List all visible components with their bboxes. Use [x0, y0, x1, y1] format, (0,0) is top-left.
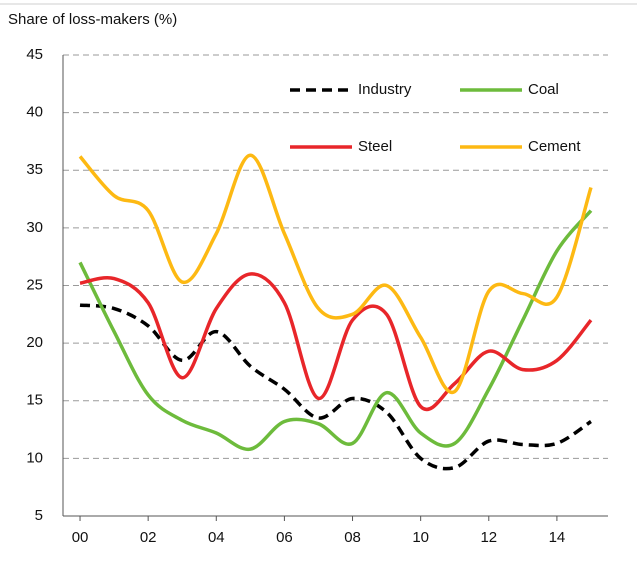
y-tick-label: 45: [26, 46, 43, 63]
x-tick-label: 12: [480, 529, 497, 546]
x-tick-label: 06: [276, 529, 293, 546]
y-tick-label: 35: [26, 161, 43, 178]
y-axis-label: Share of loss-makers (%): [8, 11, 177, 28]
y-tick-label: 30: [26, 219, 43, 236]
x-tick-label: 08: [344, 529, 361, 546]
x-tick-label: 04: [208, 529, 225, 546]
x-tick-label: 00: [72, 529, 89, 546]
y-tick-label: 20: [26, 334, 43, 351]
series-line: [79, 272, 593, 411]
legend-label: Coal: [528, 81, 559, 98]
series-line: [79, 303, 592, 471]
legend-label: Cement: [528, 138, 581, 155]
legend-label: Steel: [358, 138, 392, 155]
series-line: [78, 153, 593, 395]
y-tick-label: 15: [26, 392, 43, 409]
x-tick-label: 10: [412, 529, 429, 546]
y-tick-label: 40: [26, 104, 43, 121]
x-tick-label: 14: [549, 529, 566, 546]
x-tick-label: 02: [140, 529, 157, 546]
series-line: [78, 209, 593, 451]
legend-label: Industry: [358, 81, 412, 98]
y-tick-label: 5: [35, 507, 43, 524]
y-tick-label: 25: [26, 276, 43, 293]
y-tick-label: 10: [26, 449, 43, 466]
